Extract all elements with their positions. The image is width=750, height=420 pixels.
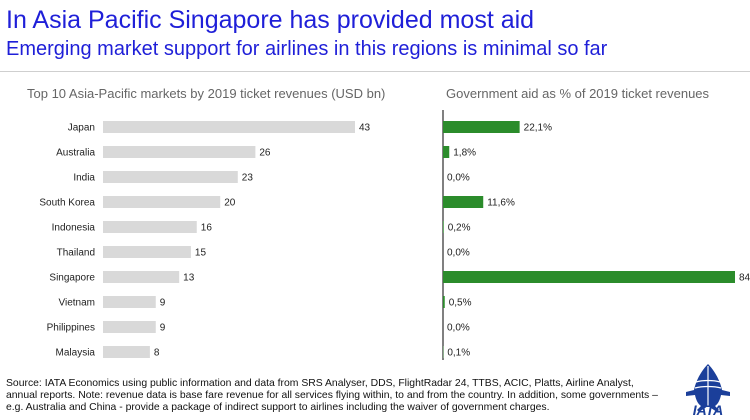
revenue-value-label: 23 — [242, 173, 254, 184]
revenue-bar — [103, 171, 238, 183]
aid-value-label: 0,0% — [447, 173, 470, 184]
revenue-category-label: Singapore — [49, 273, 95, 284]
aid-value-label: 0,1% — [447, 348, 470, 359]
revenue-bar — [103, 146, 256, 158]
revenue-bar — [103, 271, 180, 283]
aid-bar — [443, 271, 735, 283]
revenue-value-label: 26 — [259, 148, 271, 159]
aid-value-label: 22,1% — [524, 123, 552, 134]
revenue-category-label: Australia — [56, 148, 95, 159]
revenue-category-label: Thailand — [57, 248, 95, 259]
revenue-bar — [103, 221, 197, 233]
revenue-bar — [103, 121, 355, 133]
aid-value-label: 11,6% — [487, 198, 515, 209]
revenue-category-label: South Korea — [39, 198, 95, 209]
revenue-category-label: Indonesia — [52, 223, 96, 234]
aid-value-label: 0,0% — [447, 248, 470, 259]
aid-value-label: 0,5% — [449, 298, 472, 309]
revenue-value-label: 16 — [201, 223, 213, 234]
revenue-category-label: Philippines — [47, 323, 95, 334]
revenue-value-label: 9 — [160, 298, 166, 309]
revenue-value-label: 13 — [183, 273, 195, 284]
revenue-value-label: 20 — [224, 198, 236, 209]
aid-value-label: 1,8% — [453, 148, 476, 159]
page-title: In Asia Pacific Singapore has provided m… — [6, 6, 535, 34]
revenue-value-label: 43 — [359, 123, 371, 134]
aid-bar — [443, 196, 484, 208]
revenue-value-label: 15 — [195, 248, 207, 259]
aid-bar — [443, 221, 444, 233]
revenue-bar — [103, 321, 156, 333]
revenue-bar — [103, 196, 221, 208]
iata-logo: IATA — [686, 364, 730, 416]
aid-value-label: 0,2% — [448, 223, 471, 234]
logo-text: IATA — [693, 402, 724, 416]
revenue-category-label: Vietnam — [58, 298, 95, 309]
header-divider — [0, 71, 750, 72]
revenue-chart-title: Top 10 Asia-Pacific markets by 2019 tick… — [27, 86, 386, 101]
revenue-category-label: Malaysia — [56, 348, 96, 359]
aid-bar — [443, 121, 520, 133]
source-note: Source: IATA Economics using public info… — [6, 378, 658, 413]
aid-value-label: 0,0% — [447, 323, 470, 334]
revenue-value-label: 8 — [154, 348, 160, 359]
aid-bar — [443, 296, 445, 308]
aid-value-label: 84,2% — [739, 273, 750, 284]
revenue-category-label: India — [73, 173, 95, 184]
revenue-bar — [103, 346, 150, 358]
revenue-bar — [103, 296, 156, 308]
revenue-category-label: Japan — [68, 123, 95, 134]
revenue-bar — [103, 246, 191, 258]
aid-chart-title: Government aid as % of 2019 ticket reven… — [446, 86, 710, 101]
aid-bar — [443, 146, 450, 158]
bar-charts: Japan 43 Australia 26 India 23 South Korea 20 In… — [39, 110, 750, 360]
page-subtitle: Emerging market support for airlines in … — [6, 38, 608, 60]
revenue-value-label: 9 — [160, 323, 166, 334]
